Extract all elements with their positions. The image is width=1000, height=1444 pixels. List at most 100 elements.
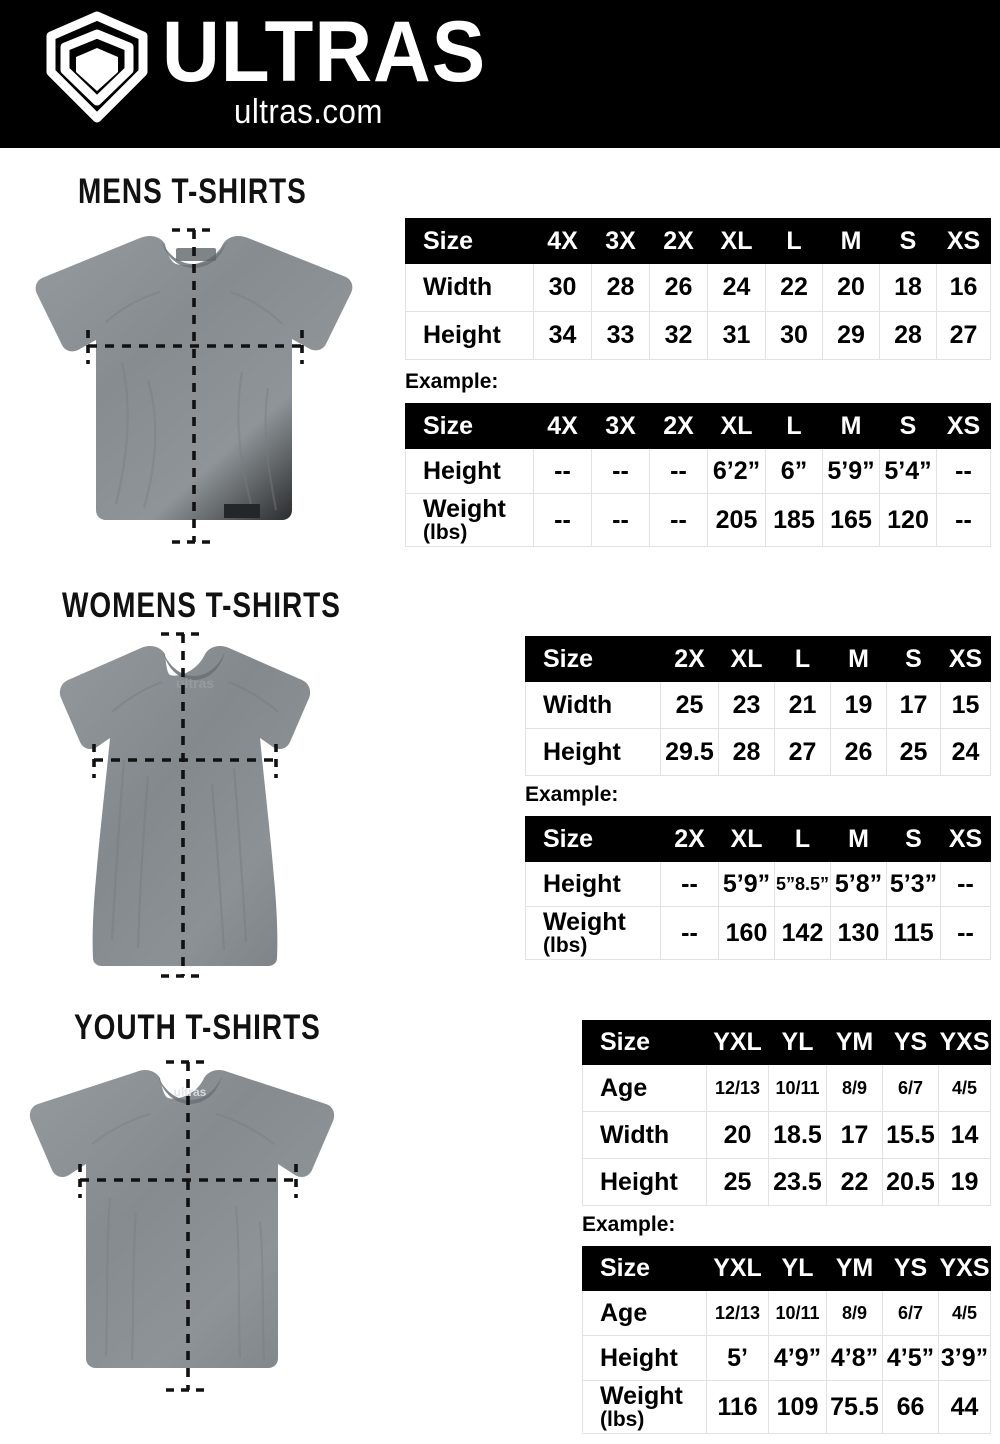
cell: 5”8.5” bbox=[774, 861, 831, 907]
mens-example-label: Example: bbox=[405, 370, 499, 393]
cell: 28 bbox=[718, 728, 775, 776]
table-header-row: Size YXL YL YM YS YXS bbox=[582, 1020, 991, 1065]
col-header: 2X bbox=[660, 816, 719, 862]
cell: 18 bbox=[879, 263, 937, 312]
table-row: Height 34 33 32 31 30 29 28 27 bbox=[405, 311, 991, 360]
cell: 23.5 bbox=[768, 1158, 827, 1206]
col-header: M bbox=[830, 816, 887, 862]
col-header: XS bbox=[936, 403, 991, 449]
col-header: 2X bbox=[660, 636, 719, 682]
col-header: L bbox=[774, 636, 831, 682]
womens-tshirt-illustration: ultras bbox=[20, 620, 370, 988]
cell: 20 bbox=[822, 263, 880, 312]
cell: 20.5 bbox=[882, 1158, 939, 1206]
cell: 27 bbox=[774, 728, 831, 776]
table-row: Width 20 18.5 17 15.5 14 bbox=[582, 1111, 991, 1159]
cell: 6” bbox=[765, 448, 823, 494]
col-header: YS bbox=[882, 1246, 939, 1291]
womens-example-label: Example: bbox=[525, 783, 619, 806]
table-header-row: Size 4X 3X 2X XL L M S XS bbox=[405, 218, 991, 264]
table-row: Weight (lbs) -- 160 142 130 115 -- bbox=[525, 906, 991, 960]
col-header: 4X bbox=[533, 403, 592, 449]
table-row: Age 12/13 10/11 8/9 6/7 4/5 bbox=[582, 1290, 991, 1336]
section-title-womens: WOMENS T-SHIRTS bbox=[62, 586, 341, 625]
brand-header-bar: ULTRAS ultras.com bbox=[0, 0, 1000, 148]
cell: 130 bbox=[830, 906, 887, 960]
cell: 25 bbox=[660, 681, 719, 729]
col-header: XL bbox=[718, 636, 775, 682]
col-header: L bbox=[765, 403, 823, 449]
row-label-main: Weight bbox=[600, 1381, 683, 1410]
cell: 17 bbox=[826, 1111, 883, 1159]
col-header: Size bbox=[525, 816, 661, 862]
row-label-main: Weight bbox=[543, 907, 626, 936]
cell: 142 bbox=[774, 906, 831, 960]
col-header: L bbox=[765, 218, 823, 264]
row-label: Height bbox=[405, 448, 534, 494]
cell: -- bbox=[940, 861, 991, 907]
cell: 19 bbox=[830, 681, 887, 729]
cell: 31 bbox=[707, 311, 766, 360]
cell: 29.5 bbox=[660, 728, 719, 776]
youth-measurements-table: Size YXL YL YM YS YXS Age 12/13 10/11 8/… bbox=[582, 1020, 991, 1206]
mens-tshirt-illustration bbox=[10, 212, 390, 557]
row-label: Weight (lbs) bbox=[582, 1380, 707, 1434]
table-row: Weight (lbs) -- -- -- 205 185 165 120 -- bbox=[405, 493, 991, 547]
row-label-main: Weight bbox=[423, 494, 506, 523]
womens-example-table: Size 2X XL L M S XS Height -- 5’9” 5”8.5… bbox=[525, 816, 991, 960]
measurement-guides bbox=[86, 228, 304, 544]
cell: 28 bbox=[591, 263, 650, 312]
table-row: Height 25 23.5 22 20.5 19 bbox=[582, 1158, 991, 1206]
cell: 12/13 bbox=[706, 1290, 769, 1336]
cell: 24 bbox=[707, 263, 766, 312]
cell: 28 bbox=[879, 311, 937, 360]
cell: -- bbox=[591, 493, 650, 547]
cell: 22 bbox=[765, 263, 823, 312]
youth-example-table: Size YXL YL YM YS YXS Age 12/13 10/11 8/… bbox=[582, 1246, 991, 1434]
table-row: Height 5’ 4’9” 4’8” 4’5” 3’9” bbox=[582, 1335, 991, 1381]
table-header-row: Size 2X XL L M S XS bbox=[525, 636, 991, 682]
cell: 26 bbox=[830, 728, 887, 776]
table-row: Age 12/13 10/11 8/9 6/7 4/5 bbox=[582, 1064, 991, 1112]
row-label: Age bbox=[582, 1290, 707, 1336]
cell: 12/13 bbox=[706, 1064, 769, 1112]
cell: 66 bbox=[882, 1380, 939, 1434]
col-header: XS bbox=[940, 636, 991, 682]
col-header: 2X bbox=[649, 218, 708, 264]
cell: 3’9” bbox=[938, 1335, 991, 1381]
brand-domain: ultras.com bbox=[234, 92, 383, 131]
table-header-row: Size YXL YL YM YS YXS bbox=[582, 1246, 991, 1291]
womens-measurements-table: Size 2X XL L M S XS Width 25 23 21 19 17… bbox=[525, 636, 991, 776]
cell: 44 bbox=[938, 1380, 991, 1434]
cell: 5’3” bbox=[886, 861, 941, 907]
row-label: Width bbox=[525, 681, 661, 729]
cell: -- bbox=[660, 906, 719, 960]
col-header: XS bbox=[936, 218, 991, 264]
col-header: YL bbox=[768, 1020, 827, 1065]
row-label: Width bbox=[405, 263, 534, 312]
cell: 22 bbox=[826, 1158, 883, 1206]
cell: 160 bbox=[718, 906, 775, 960]
row-label: Age bbox=[582, 1064, 707, 1112]
col-header: YXL bbox=[706, 1020, 769, 1065]
col-header: M bbox=[830, 636, 887, 682]
ultras-shield-logo-icon bbox=[38, 8, 156, 126]
col-header: L bbox=[774, 816, 831, 862]
cell: -- bbox=[533, 493, 592, 547]
section-title-mens: MENS T-SHIRTS bbox=[78, 172, 307, 211]
cell: 34 bbox=[533, 311, 592, 360]
cell: 6/7 bbox=[882, 1064, 939, 1112]
cell: 14 bbox=[938, 1111, 991, 1159]
cell: 27 bbox=[936, 311, 991, 360]
cell: 4’5” bbox=[882, 1335, 939, 1381]
cell: 5’9” bbox=[718, 861, 775, 907]
cell: 116 bbox=[706, 1380, 769, 1434]
cell: 30 bbox=[765, 311, 823, 360]
cell: 4’8” bbox=[826, 1335, 883, 1381]
youth-tshirt-illustration: ultras bbox=[18, 1048, 374, 1404]
svg-text:ultras: ultras bbox=[174, 1085, 207, 1099]
cell: 5’ bbox=[706, 1335, 769, 1381]
cell: 115 bbox=[886, 906, 941, 960]
mens-measurements-table: Size 4X 3X 2X XL L M S XS Width 30 28 26… bbox=[405, 218, 991, 360]
